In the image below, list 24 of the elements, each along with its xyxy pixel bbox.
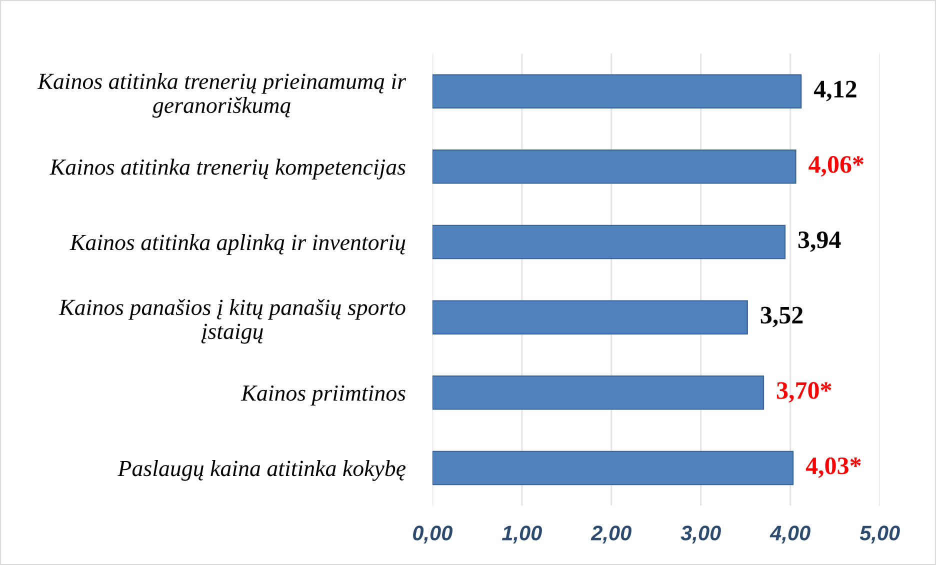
y-tick-label: Kainos panašios į kitų panašių sporto įstaigų bbox=[58, 298, 406, 344]
bar bbox=[432, 450, 794, 486]
data-label: 3,52 bbox=[760, 306, 803, 328]
data-label: 4,06* bbox=[808, 156, 864, 177]
data-label: 3,70* bbox=[776, 382, 832, 403]
x-tick-label: 2,00 bbox=[590, 526, 632, 544]
bar bbox=[432, 300, 748, 334]
bar bbox=[432, 74, 802, 108]
data-label: 4,03* bbox=[806, 457, 861, 478]
y-tick-label: Kainos atitinka trenerių prieinamumą ir geranoriškumą bbox=[37, 72, 406, 118]
x-tick-label: 3,00 bbox=[680, 526, 721, 544]
data-label: 4,12 bbox=[814, 80, 856, 102]
bar bbox=[432, 376, 764, 410]
x-tick-label: 0,00 bbox=[413, 526, 453, 544]
y-tick-label: Kainos priimtinos bbox=[240, 385, 406, 406]
x-tick-label: 1,00 bbox=[502, 526, 542, 544]
x-tick-label: 5,00 bbox=[860, 526, 900, 544]
y-tick-label: Kainos atitinka trenerių kompetencijas bbox=[50, 158, 406, 180]
bar bbox=[432, 150, 796, 184]
y-tick-label: Kainos atitinka aplinką ir inventorių bbox=[70, 234, 406, 255]
bar bbox=[432, 224, 786, 260]
data-label: 3,94 bbox=[798, 231, 841, 252]
x-tick-label: 4,00 bbox=[770, 526, 810, 544]
y-tick-label: Paslaugų kaina atitinka kokybę bbox=[118, 460, 406, 481]
